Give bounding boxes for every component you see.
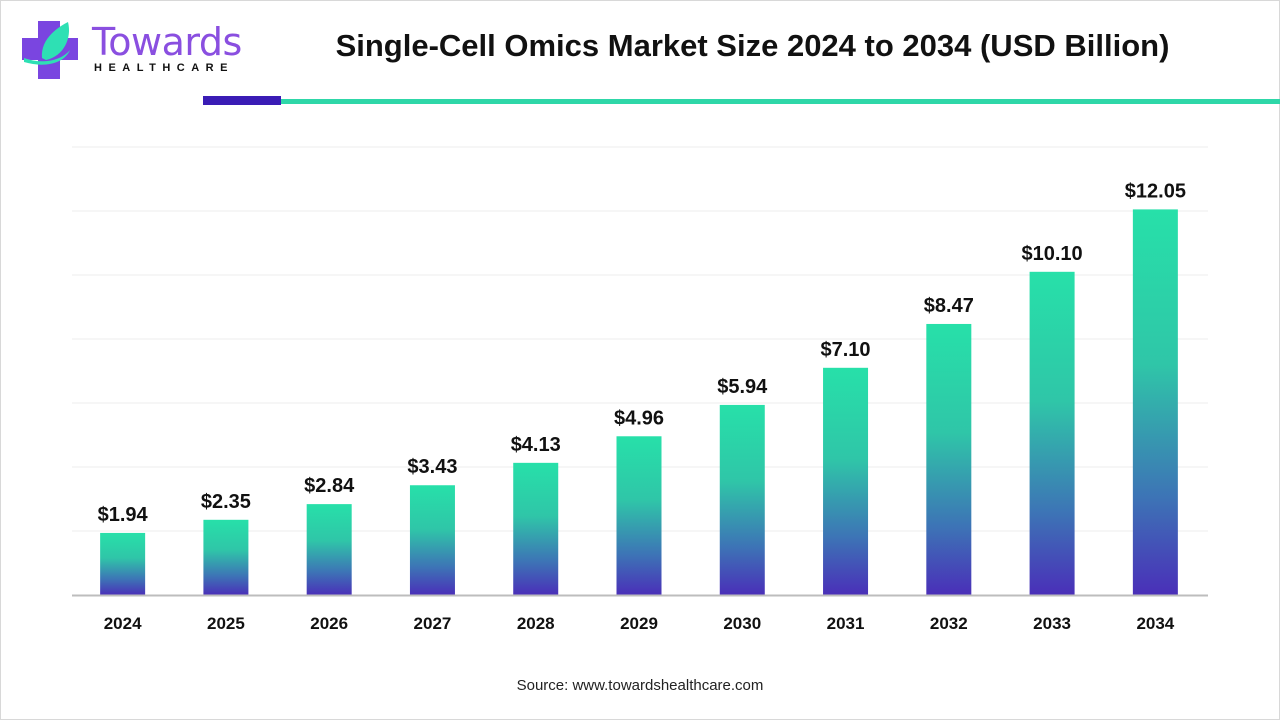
x-tick-label: 2024 [104, 614, 142, 633]
x-tick-label: 2025 [207, 614, 245, 633]
x-tick-label: 2033 [1033, 614, 1071, 633]
header-accent-purple [203, 96, 281, 105]
bar-2028 [513, 462, 559, 595]
x-tick-label: 2028 [517, 614, 555, 633]
data-label: $5.94 [717, 376, 768, 398]
header-accent-green [281, 99, 1280, 104]
bar-2027 [409, 485, 455, 595]
data-label: $1.94 [98, 504, 149, 526]
data-label: $2.35 [201, 491, 251, 513]
data-label: $12.05 [1125, 180, 1186, 202]
x-tick-label: 2030 [723, 614, 761, 633]
x-tick-label: 2029 [620, 614, 658, 633]
x-tick-label: 2034 [1136, 614, 1174, 633]
bar-2032 [926, 323, 972, 595]
bar-2034 [1132, 209, 1178, 595]
logo: Towards HEALTHCARE [20, 18, 242, 82]
bar-2029 [616, 436, 662, 595]
data-label: $7.10 [821, 339, 871, 361]
x-tick-label: 2032 [930, 614, 968, 633]
source-note: Source: www.towardshealthcare.com [516, 677, 764, 694]
bar-2031 [823, 367, 869, 595]
logo-wordmark: Towards [92, 20, 242, 64]
x-tick-label: 2027 [414, 614, 452, 633]
bar-2024 [100, 532, 146, 595]
bar-2026 [306, 504, 352, 595]
data-label: $2.84 [304, 475, 355, 497]
x-tick-label: 2031 [827, 614, 865, 633]
data-label: $8.47 [924, 295, 974, 317]
data-label: $4.13 [511, 434, 561, 456]
data-label: $3.43 [407, 456, 457, 478]
data-label: $4.96 [614, 407, 664, 429]
bar-2033 [1029, 271, 1075, 595]
bar-2025 [203, 519, 249, 595]
data-label: $10.10 [1022, 243, 1083, 265]
logo-cross-leaf-icon [22, 21, 78, 79]
x-tick-label: 2026 [310, 614, 348, 633]
logo-tagline: HEALTHCARE [94, 62, 234, 74]
bar-2030 [719, 404, 765, 595]
chart-title: Single-Cell Omics Market Size 2024 to 20… [335, 28, 1170, 63]
